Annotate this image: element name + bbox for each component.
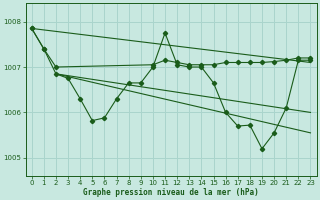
X-axis label: Graphe pression niveau de la mer (hPa): Graphe pression niveau de la mer (hPa) xyxy=(83,188,259,197)
